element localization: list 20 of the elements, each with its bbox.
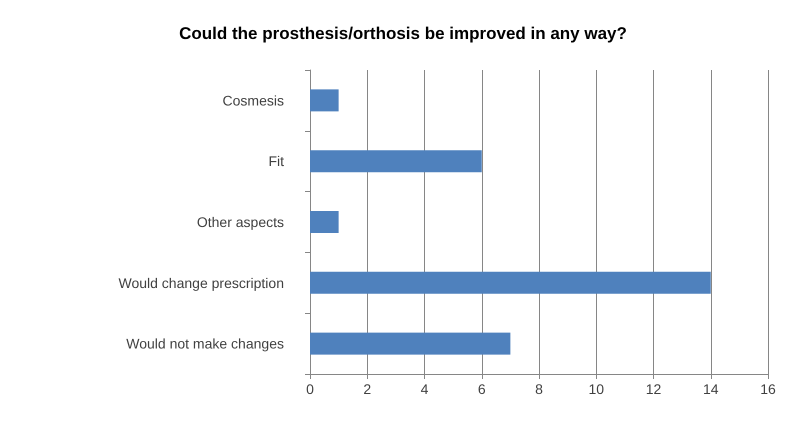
bar bbox=[310, 332, 510, 355]
y-tick-label: Other aspects bbox=[196, 214, 284, 230]
y-tick-label: Would not make changes bbox=[126, 336, 284, 352]
y-tick-label: Cosmesis bbox=[222, 92, 284, 108]
x-tick-label: 10 bbox=[588, 381, 604, 397]
x-tick-label: 12 bbox=[646, 381, 662, 397]
x-tick-label: 8 bbox=[535, 381, 544, 397]
bar bbox=[310, 272, 711, 294]
x-tick-label: 4 bbox=[420, 381, 429, 397]
bar bbox=[310, 211, 339, 233]
x-tick-label: 0 bbox=[306, 381, 314, 397]
bar bbox=[310, 89, 339, 112]
x-tick-label: 6 bbox=[478, 381, 486, 397]
x-tick-label: 16 bbox=[760, 381, 776, 397]
y-tick-label: Fit bbox=[268, 153, 284, 170]
y-tick-label: Would change prescription bbox=[118, 274, 284, 291]
x-tick-label: 14 bbox=[702, 381, 719, 397]
bar bbox=[310, 150, 482, 172]
x-tick-label: 2 bbox=[363, 381, 372, 397]
chart-title: Could the prosthesis/orthosis be improved in any way? bbox=[179, 24, 627, 43]
